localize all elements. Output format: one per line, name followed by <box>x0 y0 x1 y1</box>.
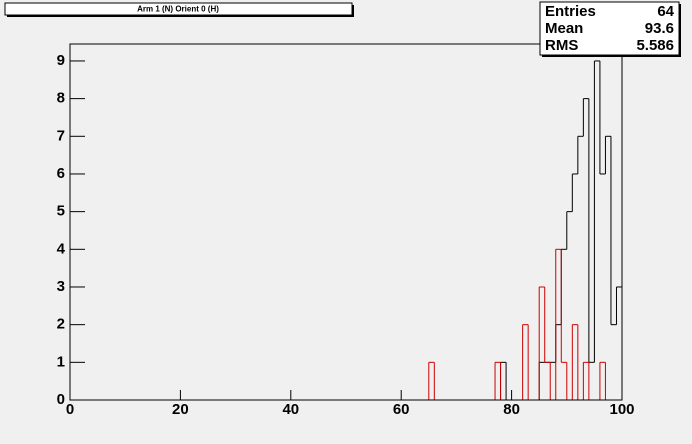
y-tick-label: 3 <box>57 278 65 295</box>
y-tick-label: 9 <box>57 52 65 69</box>
x-tick-label: 60 <box>393 401 410 418</box>
y-tick-label: 2 <box>57 316 65 333</box>
stats-value: 64 <box>657 3 674 20</box>
stats-box <box>539 1 680 56</box>
y-tick-label: 8 <box>57 90 65 107</box>
y-tick-label: 4 <box>57 240 66 257</box>
x-tick-label: 40 <box>282 401 299 418</box>
stats-value: 93.6 <box>645 20 674 37</box>
title-box <box>4 2 353 16</box>
x-tick-label: 100 <box>609 401 634 418</box>
stats-label: RMS <box>545 37 578 54</box>
y-tick-label: 1 <box>57 353 65 370</box>
x-tick-label: 20 <box>172 401 189 418</box>
y-tick-label: 5 <box>57 203 65 220</box>
plot-frame <box>69 43 623 401</box>
stats-value: 5.586 <box>636 37 674 54</box>
stats: Entries 64 Mean 93.6 RMS 5.586 <box>545 3 675 54</box>
y-tick-label: 6 <box>57 165 65 182</box>
stats-label: Mean <box>545 20 583 37</box>
y-tick-label: 7 <box>57 127 65 144</box>
stats-label: Entries <box>545 3 596 20</box>
x-tick-label: 80 <box>503 401 520 418</box>
y-tick-label: 0 <box>57 391 65 408</box>
chart-title: Arm 1 (N) Orient 0 (H) <box>137 5 219 14</box>
x-tick-label: 0 <box>66 401 74 418</box>
plot: 0 20 40 60 80 100 0 1 2 3 4 5 6 7 8 9 <box>57 43 635 418</box>
